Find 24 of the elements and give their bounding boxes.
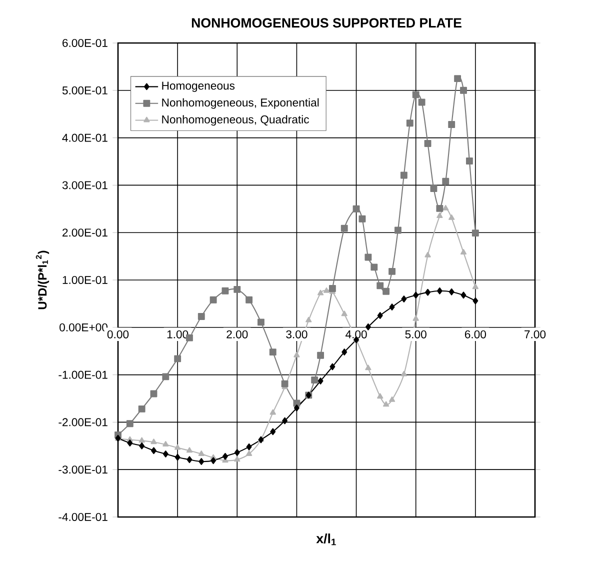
- legend-label: Nonhomogeneous, Exponential: [162, 98, 319, 109]
- x-tick-label: 0.00: [107, 330, 129, 338]
- y-tick-label: -4.00E-01: [58, 512, 108, 521]
- y-tick-label: 0.00E+00: [60, 323, 108, 332]
- x-tick-label: 4.00: [346, 330, 367, 338]
- x-axis-title: x/l$_{1}$: [316, 534, 336, 546]
- x-tick-label: 2.00: [226, 330, 248, 338]
- x-tick-label: 7.00: [524, 330, 546, 338]
- y-axis-title: U*D/(P*l$_{1}$$^{2}$): [36, 250, 50, 310]
- y-tick-label: -1.00E-01: [58, 370, 108, 379]
- x-tick-label: 6.00: [464, 330, 486, 338]
- y-tick-label: 4.00E-01: [62, 134, 108, 142]
- chart-title: NONHOMOGENEOUS SUPPORTED PLATE: [192, 18, 462, 28]
- y-tick-label: -3.00E-01: [58, 466, 108, 474]
- x-tick-label: 3.00: [286, 330, 308, 338]
- y-tick-label: -2.00E-01: [58, 418, 108, 426]
- y-tick-label: 5.00E-01: [62, 86, 108, 94]
- y-tick-label: 1.00E-01: [62, 276, 108, 284]
- y-tick-label: 3.00E-01: [62, 181, 108, 190]
- y-tick-label: 6.00E-01: [62, 38, 108, 47]
- x-tick-label: 5.00: [405, 330, 426, 338]
- y-tick-label: 2.00E-01: [62, 228, 108, 237]
- legend-label: Nonhomogeneous, Quadratic: [162, 115, 309, 126]
- legend-label: Homogeneous: [162, 82, 235, 92]
